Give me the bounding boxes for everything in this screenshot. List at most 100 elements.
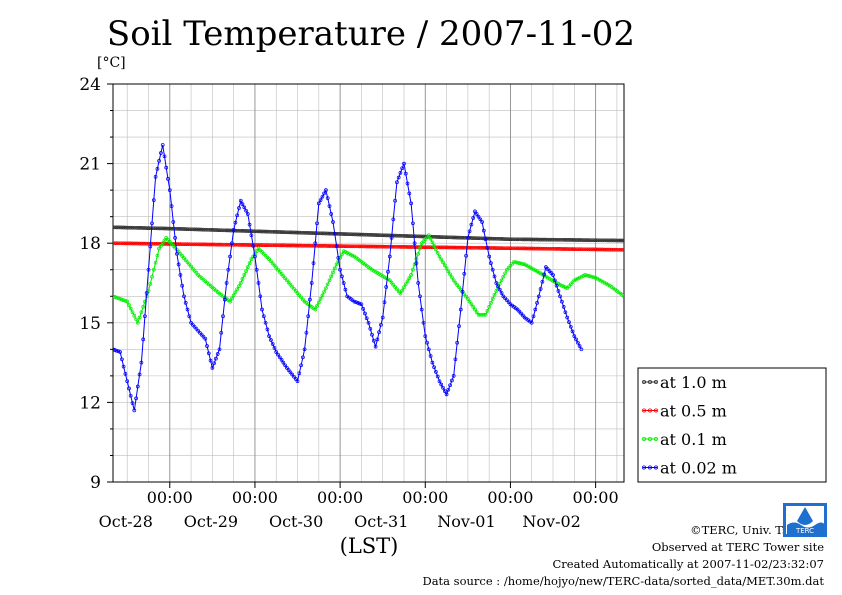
data-point	[318, 244, 323, 248]
data-point	[501, 274, 506, 279]
data-point	[166, 177, 170, 181]
data-point	[579, 347, 584, 352]
data-point	[489, 301, 493, 305]
data-point	[242, 205, 247, 210]
data-point	[501, 294, 506, 299]
data-point	[143, 241, 147, 246]
data-point	[315, 221, 319, 226]
svg-text:TERC: TERC	[795, 527, 814, 535]
data-point	[618, 247, 623, 252]
data-point	[285, 230, 289, 235]
data-point	[322, 191, 326, 196]
data-point	[270, 261, 275, 266]
series-line	[113, 234, 624, 325]
data-point	[607, 247, 612, 252]
data-point	[473, 245, 477, 250]
data-point	[292, 286, 296, 291]
data-point	[490, 297, 495, 301]
data-point	[544, 246, 548, 251]
data-point	[286, 243, 291, 248]
data-point	[370, 332, 374, 337]
data-point	[201, 227, 206, 232]
data-point	[450, 235, 454, 240]
data-point	[281, 360, 286, 365]
data-point	[116, 349, 121, 354]
data-point	[215, 242, 220, 247]
x-tick-time-label: 00:00	[147, 488, 193, 507]
data-point	[574, 277, 578, 282]
data-point	[441, 385, 445, 390]
data-point	[245, 243, 250, 247]
data-point	[373, 344, 378, 349]
data-point	[265, 243, 270, 248]
data-point	[458, 307, 463, 312]
legend-swatch-marker	[642, 436, 647, 441]
data-point	[405, 181, 410, 186]
legend-label: at 0.5 m	[660, 402, 727, 421]
data-point	[235, 287, 240, 292]
data-point	[306, 231, 311, 235]
data-point	[354, 232, 358, 237]
data-point	[162, 226, 167, 231]
data-point	[497, 282, 502, 286]
legend-swatch-marker	[642, 408, 647, 413]
data-point	[531, 314, 536, 319]
data-point	[577, 344, 582, 348]
data-point	[212, 361, 216, 366]
data-point	[279, 358, 284, 362]
data-point	[196, 227, 201, 232]
data-point	[183, 242, 188, 247]
data-point	[402, 161, 406, 166]
data-point	[439, 245, 444, 250]
data-point	[593, 238, 598, 243]
data-point	[215, 352, 220, 356]
data-point	[423, 237, 428, 242]
data-point	[416, 234, 421, 239]
data-point	[519, 311, 523, 316]
data-point	[474, 236, 479, 241]
data-point	[384, 285, 389, 289]
data-point	[356, 244, 360, 249]
data-point	[524, 263, 529, 268]
data-point	[400, 245, 405, 249]
data-point	[451, 235, 456, 240]
data-point	[178, 251, 183, 256]
data-point	[506, 237, 511, 242]
legend-swatch-marker	[642, 379, 647, 384]
data-point	[474, 212, 479, 216]
data-point	[233, 242, 238, 247]
data-point	[426, 347, 431, 352]
data-point	[588, 238, 593, 243]
data-point	[164, 165, 169, 170]
data-point	[416, 281, 421, 285]
data-point	[240, 229, 245, 233]
data-point	[508, 246, 513, 251]
data-point	[297, 293, 302, 298]
data-point	[505, 237, 509, 241]
data-point	[144, 291, 149, 295]
data-point	[206, 227, 211, 232]
data-point	[235, 213, 240, 218]
data-point	[297, 243, 302, 248]
data-point	[584, 238, 589, 242]
data-point	[462, 292, 467, 297]
data-point	[283, 243, 287, 248]
data-point	[442, 245, 447, 250]
data-point	[249, 257, 254, 261]
data-point	[418, 246, 422, 251]
data-point	[441, 260, 445, 265]
data-point	[265, 229, 270, 234]
data-point	[572, 278, 577, 283]
data-point	[203, 336, 208, 341]
data-point	[471, 216, 476, 220]
data-point	[185, 242, 190, 247]
x-tick-date-label: Nov-01	[437, 512, 495, 531]
data-point	[327, 278, 332, 283]
data-point	[137, 315, 142, 320]
data-point	[551, 237, 555, 242]
data-point	[389, 244, 394, 249]
data-point	[331, 220, 335, 224]
data-point	[130, 401, 135, 405]
data-point	[473, 209, 477, 214]
data-point	[411, 267, 415, 272]
